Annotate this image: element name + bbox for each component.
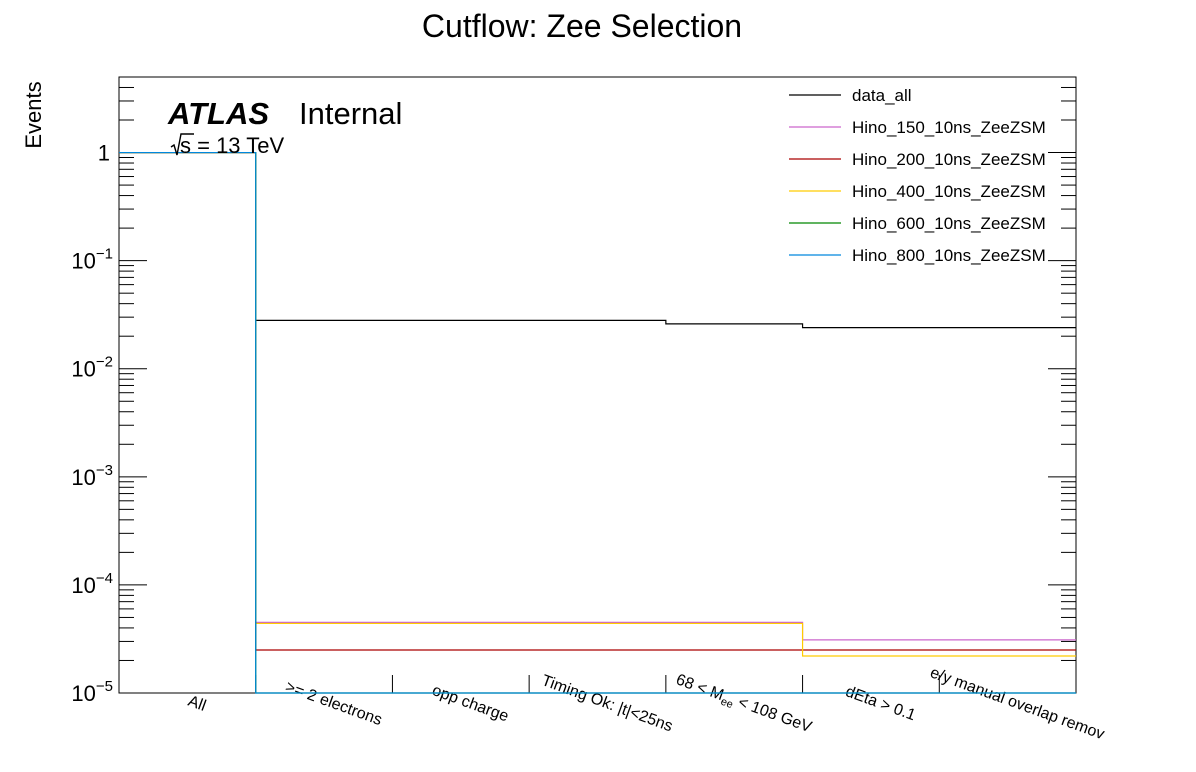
- plot-frame: [118, 76, 1077, 694]
- x-tick-label: dEta > 0.1: [843, 683, 918, 724]
- y-tick-label: 10−4: [71, 570, 113, 598]
- y-axis: 1 10−1 10−2 10−3 10−4 10−5: [71, 76, 1076, 706]
- series-line: [119, 151, 1076, 329]
- legend-label: Hino_600_10ns_ZeeZSM: [852, 214, 1046, 233]
- energy-label: s = 13 TeV: [170, 133, 284, 158]
- sqrt-symbol: [170, 133, 194, 156]
- x-tick-label: e/y manual overlap remov: [928, 664, 1107, 743]
- legend-label: Hino_800_10ns_ZeeZSM: [852, 246, 1046, 265]
- y-axis-label: Events: [21, 81, 46, 148]
- legend-label: Hino_150_10ns_ZeeZSM: [852, 118, 1046, 137]
- series-line: [119, 151, 1076, 694]
- x-tick-label: opp charge: [430, 682, 511, 725]
- atlas-label: ATLAS Internal: [167, 96, 402, 131]
- series-line: [119, 151, 1076, 694]
- energy-text: s = 13 TeV: [180, 133, 284, 158]
- x-tick-label: >= 2 electrons: [283, 678, 384, 729]
- y-tick-label: 10−5: [71, 678, 113, 706]
- atlas-text: ATLAS: [167, 96, 269, 131]
- series-layer: [119, 151, 1076, 694]
- x-tick-label: 68 < Mee < 108 GeV: [673, 671, 815, 739]
- y-tick-label: 1: [98, 141, 110, 166]
- internal-text: Internal: [299, 96, 402, 131]
- x-tick-label: Timing Ok: |t|<25ns: [539, 672, 674, 735]
- legend-label: Hino_400_10ns_ZeeZSM: [852, 182, 1046, 201]
- chart-title: Cutflow: Zee Selection: [422, 8, 742, 44]
- legend-label: data_all: [852, 86, 912, 105]
- x-axis: All >= 2 electrons opp charge Timing Ok: |t…: [186, 664, 1107, 743]
- y-tick-label: 10−1: [71, 246, 113, 274]
- y-tick-label: 10−2: [71, 354, 113, 382]
- y-tick-label: 10−3: [71, 462, 113, 490]
- x-tick-label: All: [186, 693, 209, 715]
- legend: data_all Hino_150_10ns_ZeeZSM Hino_200_10n…: [789, 86, 1046, 265]
- legend-label: Hino_200_10ns_ZeeZSM: [852, 150, 1046, 169]
